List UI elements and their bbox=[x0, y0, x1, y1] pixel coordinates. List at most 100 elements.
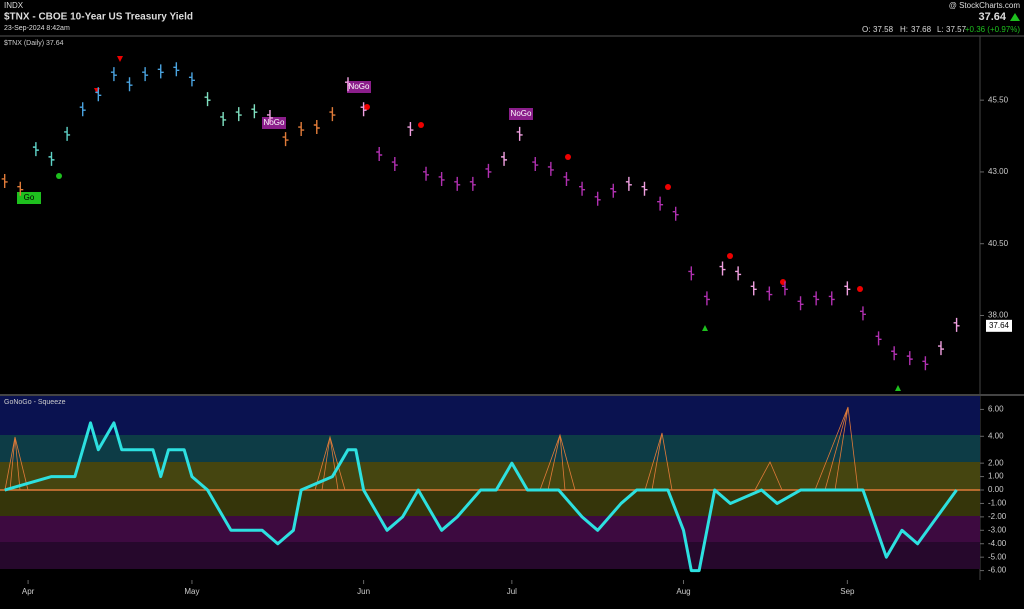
y-tick-label: -2.00 bbox=[988, 512, 1007, 521]
y-tick-label: 0.00 bbox=[988, 485, 1004, 494]
price-bar bbox=[251, 104, 258, 119]
x-tick-label: Aug bbox=[676, 587, 690, 596]
exchange: INDX bbox=[4, 1, 24, 10]
x-tick-label: Jul bbox=[507, 587, 517, 596]
squeeze-spikes bbox=[4, 406, 859, 491]
band bbox=[0, 542, 980, 569]
price-bar bbox=[953, 317, 960, 332]
oscillator-line bbox=[4, 421, 958, 573]
price-bar bbox=[17, 181, 24, 196]
y-tick-label: -4.00 bbox=[988, 539, 1007, 548]
x-tick-label: Jun bbox=[357, 587, 370, 596]
price-bar bbox=[563, 171, 570, 186]
y-tick-label: 6.00 bbox=[988, 405, 1004, 414]
low-label: L: bbox=[937, 25, 944, 34]
price-bar bbox=[750, 281, 757, 296]
badge bbox=[262, 117, 286, 129]
low: 37.57 bbox=[946, 25, 967, 34]
y-tick-label: 38.00 bbox=[988, 311, 1009, 320]
open-label: O: bbox=[862, 25, 870, 34]
price-bar bbox=[1, 173, 8, 188]
change: +0.36 (+0.97%) bbox=[965, 25, 1020, 34]
price-bar bbox=[579, 181, 586, 196]
price-bar bbox=[532, 157, 539, 172]
high: 37.68 bbox=[911, 25, 932, 34]
price-bar bbox=[719, 261, 726, 276]
up-arrow bbox=[1010, 13, 1020, 21]
price-bar bbox=[423, 166, 430, 181]
price-bar bbox=[173, 62, 180, 77]
price-bar bbox=[672, 206, 679, 221]
price-bar bbox=[501, 151, 508, 166]
y-tick-label: 1.00 bbox=[988, 472, 1004, 481]
price-bar bbox=[937, 341, 944, 356]
panel-legend: GoNoGo - Squeeze bbox=[4, 399, 66, 406]
y-tick-label: -5.00 bbox=[988, 552, 1007, 561]
y-tick-label: -6.00 bbox=[988, 566, 1007, 575]
price-bar bbox=[469, 176, 476, 191]
price-bar bbox=[204, 92, 211, 107]
price-bar bbox=[126, 77, 133, 92]
price-bar bbox=[797, 296, 804, 311]
price-bar bbox=[454, 176, 461, 191]
y-tick-label: -1.00 bbox=[988, 499, 1007, 508]
price-bar bbox=[594, 191, 601, 206]
price-bar bbox=[376, 146, 383, 161]
last-price-box bbox=[986, 319, 1012, 332]
badge-label: NoGo bbox=[264, 118, 285, 127]
price-bar bbox=[188, 72, 195, 87]
badge bbox=[347, 81, 371, 93]
band bbox=[0, 490, 980, 516]
price-bar bbox=[298, 122, 305, 137]
y-tick-label: 2.00 bbox=[988, 458, 1004, 467]
badge-label: NoGo bbox=[511, 109, 532, 118]
price-bar bbox=[235, 107, 242, 122]
y-tick-label: 45.50 bbox=[988, 95, 1009, 104]
badge bbox=[17, 192, 41, 204]
price-bar bbox=[329, 107, 336, 122]
price-bar bbox=[906, 351, 913, 366]
price-bar bbox=[266, 109, 273, 124]
price-bar bbox=[657, 196, 664, 211]
price-bar bbox=[360, 102, 367, 117]
price-bar bbox=[64, 126, 71, 141]
price-bar bbox=[688, 266, 695, 281]
price-bar bbox=[516, 126, 523, 141]
open: 37.58 bbox=[873, 25, 894, 34]
price-bar bbox=[485, 163, 492, 178]
source: @ StockCharts.com bbox=[949, 1, 1021, 10]
price-bar bbox=[610, 183, 617, 198]
price-bar bbox=[32, 142, 39, 157]
price-bar bbox=[220, 111, 227, 126]
price-bar bbox=[641, 181, 648, 196]
price-bar bbox=[547, 161, 554, 176]
band bbox=[0, 516, 980, 542]
price-bar bbox=[142, 67, 149, 82]
badge-label: Go bbox=[24, 193, 35, 202]
x-tick-label: May bbox=[184, 587, 199, 596]
date: 23-Sep-2024 8:42am bbox=[4, 25, 70, 32]
price-bar bbox=[625, 176, 632, 191]
y-tick-label: -3.00 bbox=[988, 525, 1007, 534]
x-tick-label: Apr bbox=[22, 587, 35, 596]
price-bar bbox=[282, 132, 289, 147]
price-bar bbox=[110, 67, 117, 82]
price-bar bbox=[48, 151, 55, 166]
price-bar bbox=[813, 291, 820, 306]
price-bar bbox=[828, 291, 835, 306]
price-bar bbox=[95, 87, 102, 102]
high-label: H: bbox=[900, 25, 908, 34]
price-bar bbox=[79, 102, 86, 117]
price-bar bbox=[844, 281, 851, 296]
title: $TNX - CBOE 10-Year US Treasury Yield bbox=[4, 12, 193, 23]
price-bar bbox=[875, 331, 882, 346]
badge bbox=[509, 108, 533, 120]
price-bar bbox=[891, 346, 898, 361]
price-bar bbox=[781, 281, 788, 296]
markers bbox=[56, 56, 901, 391]
y-tick-label: 4.00 bbox=[988, 431, 1004, 440]
last-price-label: 37.64 bbox=[989, 321, 1010, 330]
price-bar bbox=[735, 266, 742, 281]
panel-legend: $TNX (Daily) 37.64 bbox=[4, 40, 64, 47]
